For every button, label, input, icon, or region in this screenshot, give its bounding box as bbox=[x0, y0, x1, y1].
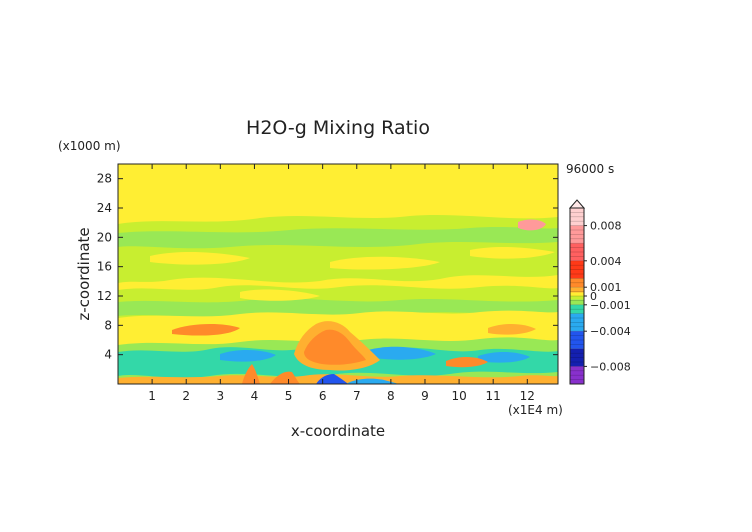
plot-frame bbox=[117, 163, 559, 385]
colorbar-segment bbox=[570, 208, 584, 226]
orange-plume-core bbox=[304, 329, 366, 365]
colorbar-segment bbox=[570, 313, 584, 332]
contour-plot-area bbox=[117, 163, 559, 385]
x-tick-label: 4 bbox=[251, 389, 259, 403]
x-tick-label: 11 bbox=[486, 389, 501, 403]
time-label: 96000 s bbox=[566, 162, 614, 176]
surface-plume bbox=[270, 371, 300, 384]
x-tick-label: 12 bbox=[520, 389, 535, 403]
yellow-lens bbox=[330, 256, 440, 270]
blue-patch bbox=[478, 351, 530, 363]
colorbar-segment bbox=[570, 348, 584, 367]
surface-plume bbox=[242, 364, 260, 384]
y-unit-label: (x1000 m) bbox=[58, 139, 121, 153]
x-tick-label: 8 bbox=[387, 389, 395, 403]
surface-dark-blue bbox=[316, 374, 348, 384]
colorbar-segment bbox=[570, 287, 584, 293]
x-tick-label: 9 bbox=[421, 389, 429, 403]
colorbar-tick-label: 0.008 bbox=[590, 220, 622, 233]
colorbar-tick-label: 0.001 bbox=[590, 281, 622, 294]
x-tick-label: 7 bbox=[353, 389, 361, 403]
upper-green-strip bbox=[118, 227, 558, 249]
y-tick-label: 16 bbox=[97, 260, 112, 274]
chart-title: H2O-g Mixing Ratio bbox=[246, 117, 430, 139]
orange-patch bbox=[172, 324, 240, 336]
mid-green-strip bbox=[118, 298, 558, 318]
colorbar-segment bbox=[570, 292, 584, 296]
x-tick-label: 5 bbox=[285, 389, 293, 403]
colorbar-segment bbox=[570, 299, 584, 305]
colorbar-segment bbox=[570, 331, 584, 349]
colorbar-segment bbox=[570, 304, 584, 314]
blue-patch bbox=[220, 349, 276, 362]
colorbar-tick-label: 0 bbox=[590, 290, 597, 303]
colorbar-segment bbox=[570, 260, 584, 279]
surface-blue bbox=[346, 378, 398, 384]
colorbar-extend-arrow bbox=[568, 199, 586, 209]
x-tick-label: 6 bbox=[319, 389, 327, 403]
colorbar-tick-label: 0.004 bbox=[590, 255, 622, 268]
orange-patch-low bbox=[446, 356, 488, 368]
y-tick-label: 28 bbox=[97, 172, 112, 186]
colorbar-segment bbox=[570, 366, 584, 384]
yellow-lens bbox=[150, 251, 250, 265]
x-tick-label: 2 bbox=[182, 389, 190, 403]
blue-patch bbox=[368, 346, 436, 360]
y-tick-label: 12 bbox=[97, 289, 112, 303]
x-tick-label: 1 bbox=[148, 389, 156, 403]
x-axis: 1 2 3 4 5 6 7 8 9 10 11 12 bbox=[148, 164, 535, 403]
colorbar-segment bbox=[570, 225, 584, 244]
colorbar-tick-label: −0.001 bbox=[590, 299, 631, 312]
x-unit-label: (x1E4 m) bbox=[508, 403, 563, 417]
x-tick-label: 3 bbox=[217, 389, 225, 403]
y-tick-label: 4 bbox=[104, 348, 112, 362]
colorbar-segment bbox=[570, 243, 584, 261]
orange-patch bbox=[488, 323, 536, 335]
x-axis-label: x-coordinate bbox=[291, 422, 385, 440]
colorbar-tick-label: −0.004 bbox=[590, 325, 631, 338]
y-axis-label: z-coordinate bbox=[75, 227, 93, 320]
y-tick-label: 24 bbox=[97, 201, 112, 215]
yellow-lens bbox=[470, 246, 555, 259]
colorbar-segment bbox=[570, 278, 584, 288]
y-axis: 4 8 12 16 20 24 28 bbox=[97, 172, 558, 362]
colorbar-tick-label: −0.008 bbox=[590, 360, 631, 373]
colorbar-segment bbox=[570, 296, 584, 300]
y-tick-label: 20 bbox=[97, 230, 112, 244]
x-tick-label: 10 bbox=[451, 389, 466, 403]
yellow-patch bbox=[240, 289, 320, 301]
upper-orange-patch bbox=[518, 219, 546, 231]
y-tick-label: 8 bbox=[104, 318, 112, 332]
